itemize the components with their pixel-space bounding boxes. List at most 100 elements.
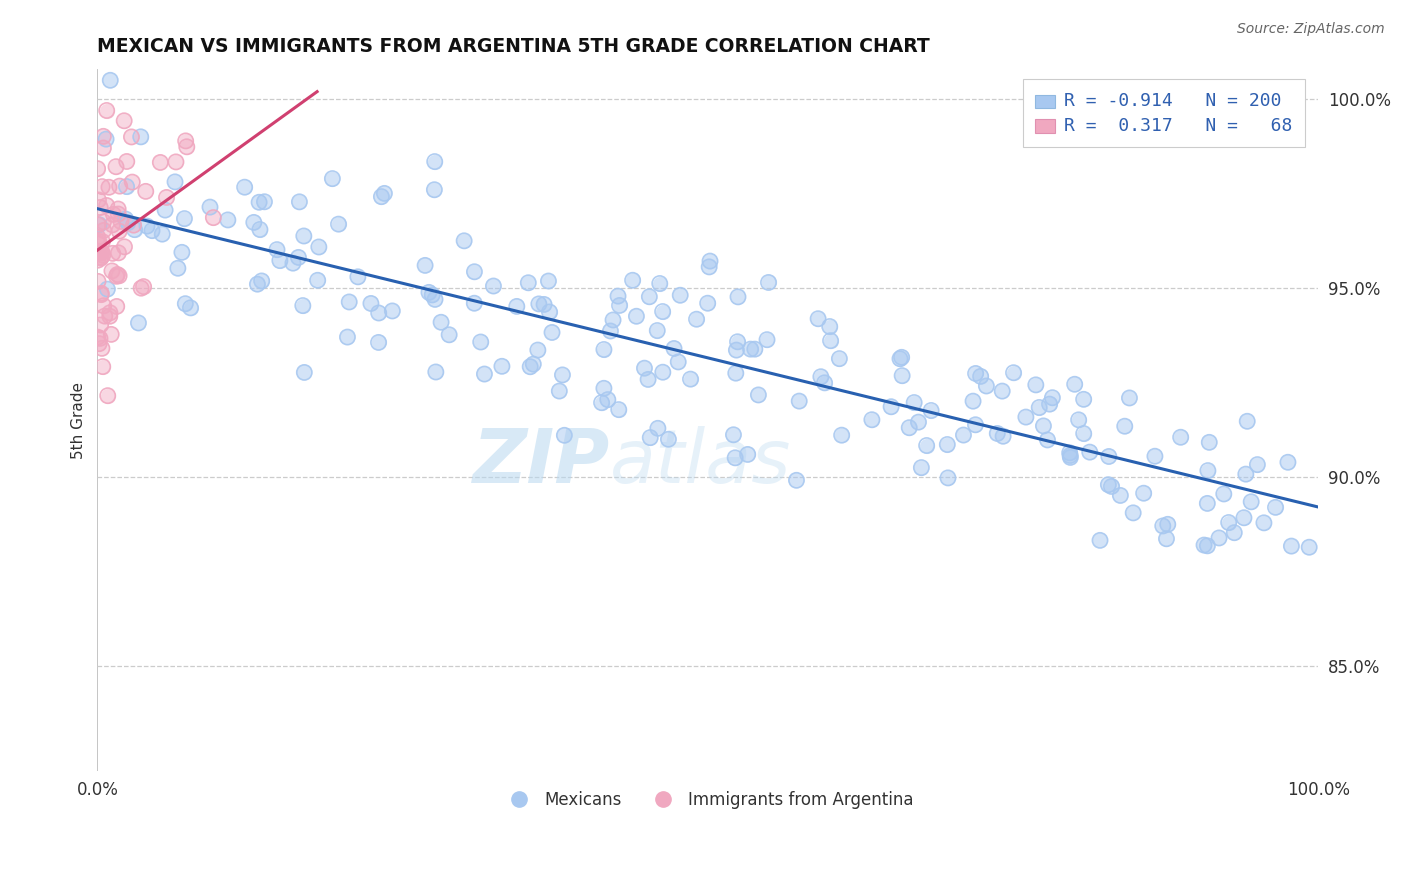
Point [662,342,685,356]
Point [1157,517,1180,532]
Point [381,304,404,318]
Point [87,193,110,207]
Point [593,343,616,357]
Point [889,351,911,366]
Point [527,343,550,357]
Point [136,219,159,233]
Point [810,369,832,384]
Point [482,279,505,293]
Point [122,218,145,232]
Point [527,343,550,357]
Point [1059,446,1081,460]
Point [1073,392,1095,407]
Point [1073,426,1095,441]
Point [1152,519,1174,533]
Point [129,129,152,144]
Point [90,250,112,264]
Point [1114,419,1136,434]
Point [437,327,460,342]
Point [288,194,311,209]
Point [638,431,661,445]
Point [1223,525,1246,540]
Point [697,260,720,274]
Point [1279,539,1302,553]
Point [90,318,112,332]
Point [936,471,959,485]
Y-axis label: 5th Grade: 5th Grade [72,382,86,458]
Point [593,381,616,395]
Point [1132,486,1154,500]
Point [1208,531,1230,545]
Point [553,428,575,442]
Point [621,273,644,287]
Point [602,313,624,327]
Point [1109,488,1132,502]
Point [381,304,404,318]
Point [891,368,914,383]
Point [662,342,685,356]
Point [1097,477,1119,491]
Point [638,290,661,304]
Point [96,282,118,296]
Point [90,246,112,260]
Point [962,394,984,409]
Point [621,273,644,287]
Point [87,336,110,351]
Point [347,269,370,284]
Point [115,179,138,194]
Point [174,134,197,148]
Point [98,306,121,320]
Point [110,214,132,228]
Point [1298,540,1320,554]
Point [141,224,163,238]
Point [202,211,225,225]
Point [127,316,149,330]
Point [90,286,112,301]
Point [117,216,139,230]
Point [153,203,176,218]
Point [1122,506,1144,520]
Point [249,222,271,236]
Point [108,268,131,283]
Point [463,296,485,310]
Point [669,288,692,302]
Point [418,285,440,300]
Point [217,213,239,227]
Point [103,207,125,221]
Point [645,324,668,338]
Point [174,296,197,310]
Point [101,264,124,278]
Point [538,305,561,319]
Point [166,261,188,276]
Point [976,379,998,393]
Point [89,331,111,345]
Point [831,428,853,442]
Point [141,224,163,238]
Point [453,234,475,248]
Point [100,327,122,342]
Point [328,217,350,231]
Point [787,394,810,409]
Point [107,207,129,221]
Point [321,171,343,186]
Point [699,254,721,268]
Point [1063,377,1085,392]
Point [93,129,115,144]
Point [107,245,129,260]
Point [807,311,830,326]
Point [609,298,631,312]
Point [740,342,762,356]
Point [115,154,138,169]
Point [86,235,108,250]
Point [651,304,673,318]
Point [93,223,115,237]
Point [150,227,173,241]
Point [1236,414,1258,428]
Point [337,295,360,310]
Point [727,290,749,304]
Point [1002,366,1025,380]
Point [97,389,120,403]
Point [1114,419,1136,434]
Point [420,288,443,302]
Point [685,312,707,326]
